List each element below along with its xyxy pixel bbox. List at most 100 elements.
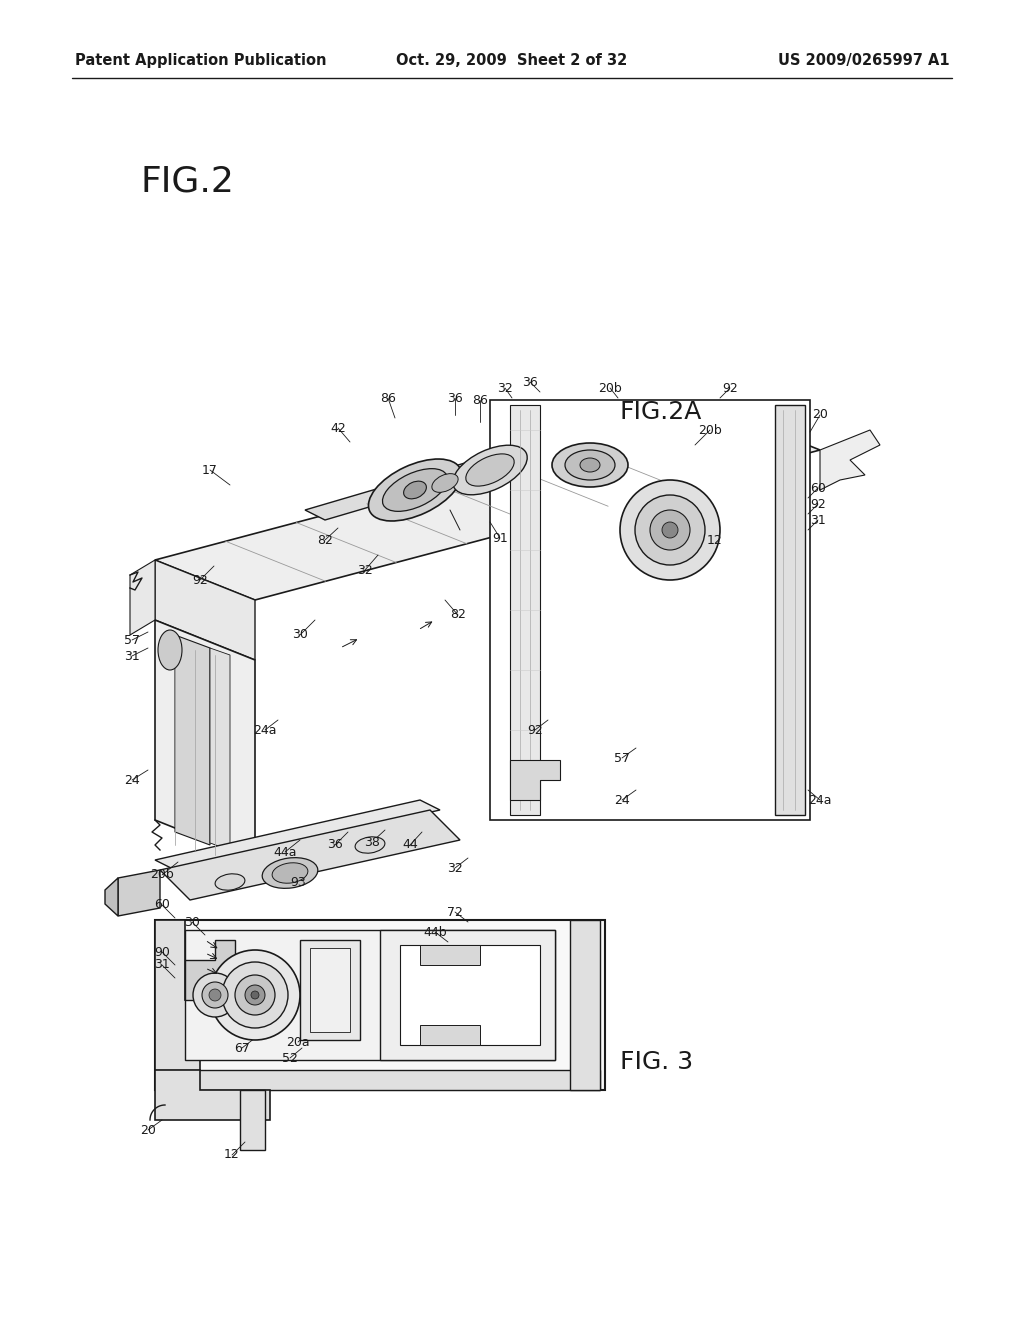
Ellipse shape [234,975,275,1015]
Ellipse shape [251,991,259,999]
Bar [185,931,555,1060]
Bar [300,940,360,1040]
Ellipse shape [635,495,705,565]
Polygon shape [400,945,540,1045]
Ellipse shape [215,874,245,890]
Ellipse shape [202,982,228,1008]
Polygon shape [210,648,230,850]
Polygon shape [175,635,210,845]
Text: 93: 93 [290,875,306,888]
Ellipse shape [222,962,288,1028]
Text: 24: 24 [614,793,630,807]
Ellipse shape [453,445,527,495]
Polygon shape [118,870,160,916]
Text: 20: 20 [812,408,828,421]
Text: 82: 82 [317,533,333,546]
Polygon shape [185,940,234,1001]
Text: 91: 91 [493,532,508,544]
Text: 92: 92 [193,573,208,586]
Text: 24a: 24a [808,793,831,807]
Ellipse shape [383,469,447,511]
Text: 32: 32 [357,564,373,577]
Ellipse shape [552,444,628,487]
Polygon shape [820,430,880,490]
Text: 17: 17 [202,463,218,477]
Text: FIG.2: FIG.2 [140,165,233,199]
Text: 20b: 20b [698,424,722,437]
Ellipse shape [662,521,678,539]
Polygon shape [155,620,255,861]
Bar [310,948,350,1032]
Text: 92: 92 [722,381,738,395]
Polygon shape [510,405,540,814]
Text: 20b: 20b [598,381,622,395]
Text: 31: 31 [155,958,170,972]
Polygon shape [570,920,600,1090]
Ellipse shape [245,985,265,1005]
Text: 36: 36 [522,375,538,388]
Polygon shape [105,878,118,916]
Ellipse shape [565,450,615,480]
Text: 86: 86 [472,393,488,407]
Polygon shape [155,1071,600,1090]
Text: 57: 57 [124,634,140,647]
Ellipse shape [209,989,221,1001]
Text: 20: 20 [140,1123,156,1137]
Text: 20b: 20b [151,869,174,882]
Text: 44a: 44a [273,846,297,858]
Text: Patent Application Publication: Patent Application Publication [75,53,327,69]
Text: US 2009/0265997 A1: US 2009/0265997 A1 [778,53,950,69]
Text: 12: 12 [224,1148,240,1162]
Bar [490,400,810,820]
Polygon shape [240,1090,265,1150]
Text: 24: 24 [124,774,140,787]
Polygon shape [420,1026,480,1045]
Text: 44: 44 [402,838,418,851]
Ellipse shape [262,858,317,888]
Text: 30: 30 [292,628,308,642]
Text: 20a: 20a [286,1035,310,1048]
Text: 42: 42 [330,421,346,434]
Text: 36: 36 [327,838,343,851]
Text: 38: 38 [365,836,380,849]
Polygon shape [155,920,200,1090]
Polygon shape [160,810,460,900]
Text: 44b: 44b [423,925,446,939]
Text: 30: 30 [184,916,200,928]
Text: 60: 60 [810,482,826,495]
Ellipse shape [432,474,458,492]
Ellipse shape [650,510,690,550]
Polygon shape [380,931,555,1060]
Polygon shape [155,1071,270,1119]
Polygon shape [420,945,480,965]
Text: 52: 52 [282,1052,298,1064]
Text: 82: 82 [451,609,466,622]
Text: FIG.2A: FIG.2A [620,400,702,424]
Ellipse shape [355,837,385,853]
Polygon shape [155,560,255,660]
Polygon shape [155,411,820,601]
Text: 86: 86 [380,392,396,404]
Text: 60: 60 [154,899,170,912]
Text: 32: 32 [447,862,463,874]
Polygon shape [130,560,155,635]
Text: Oct. 29, 2009  Sheet 2 of 32: Oct. 29, 2009 Sheet 2 of 32 [396,53,628,69]
Polygon shape [305,436,580,520]
Text: 31: 31 [810,513,826,527]
Text: FIG. 3: FIG. 3 [620,1049,693,1074]
Text: 57: 57 [614,751,630,764]
Ellipse shape [403,482,426,499]
Ellipse shape [620,480,720,579]
Ellipse shape [369,459,462,521]
Text: 72: 72 [447,906,463,919]
Polygon shape [775,405,805,814]
Text: 12: 12 [708,533,723,546]
Ellipse shape [580,458,600,473]
Ellipse shape [210,950,300,1040]
Polygon shape [155,800,440,870]
Text: 67: 67 [234,1041,250,1055]
Text: 36: 36 [447,392,463,404]
Text: 92: 92 [810,498,826,511]
Text: 90: 90 [154,945,170,958]
Bar [155,920,605,1090]
